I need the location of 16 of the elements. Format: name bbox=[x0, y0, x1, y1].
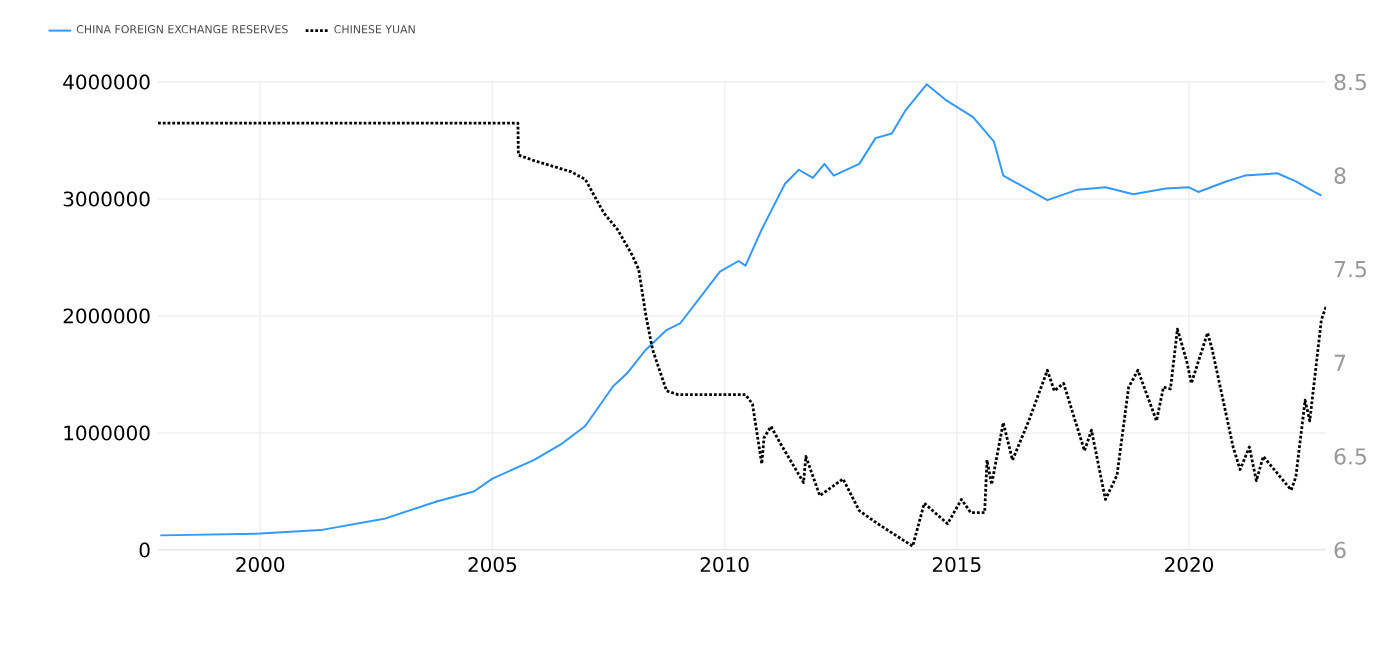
y-tick-label: 1000000 bbox=[64, 425, 150, 441]
y-tick-label: 0 bbox=[139, 542, 150, 558]
x-tick-label: 2005 bbox=[468, 557, 516, 573]
y2-tick-label: 8 bbox=[1334, 167, 1346, 184]
y2-tick-label: 7.5 bbox=[1334, 261, 1366, 278]
x-tick-label: 2015 bbox=[932, 557, 981, 573]
y2-tick-label: 8.5 bbox=[1334, 73, 1366, 91]
y2-tick-label: 7 bbox=[1334, 354, 1346, 371]
y-tick-label: 3000000 bbox=[63, 191, 150, 207]
y2-tick-label: 6 bbox=[1334, 541, 1346, 559]
x-tick-label: 2000 bbox=[236, 557, 285, 573]
y-tick-label: 4000000 bbox=[63, 74, 150, 90]
y-tick-label: 2000000 bbox=[63, 308, 150, 324]
y2-tick-label: 6.5 bbox=[1334, 448, 1366, 465]
x-tick-label: 2020 bbox=[1165, 557, 1214, 573]
x-tick-label: 2010 bbox=[700, 557, 749, 573]
